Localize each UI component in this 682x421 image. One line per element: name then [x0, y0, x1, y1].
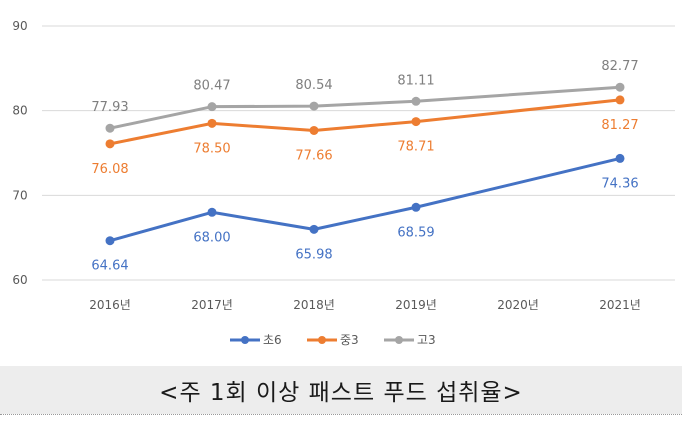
series-line: [109, 156, 621, 243]
bottom-rule: [0, 414, 682, 415]
data-label: 74.36: [601, 176, 638, 191]
data-label: 76.08: [91, 162, 128, 177]
data-label: 80.47: [193, 79, 230, 94]
data-point: [207, 118, 217, 128]
data-label: 82.77: [601, 59, 638, 74]
data-point: [105, 236, 115, 246]
y-tick-label: 80: [12, 104, 27, 118]
data-point: [207, 207, 217, 217]
x-axis-ticks: 2016년 2017년 2018년 2019년 2020년 2021년: [89, 298, 641, 312]
chart-area: 60 70 80 90 2016년 2017년 2018년 2019년 2020년 2021년 …: [12, 19, 675, 347]
data-point: [411, 96, 421, 106]
data-label: 78.50: [193, 141, 230, 156]
data-label: 78.71: [397, 140, 434, 155]
data-label: 64.64: [91, 259, 128, 274]
data-label: 65.98: [295, 247, 332, 262]
series-lines: [105, 82, 625, 246]
chart-caption: <주 1회 이상 패스트 푸드 섭취율>: [159, 380, 523, 406]
data-point: [309, 224, 319, 234]
data-labels: 64.64 68.00 65.98 68.59 74.36 76.08 78.50 77.66…: [91, 59, 638, 274]
data-label: 68.00: [193, 230, 230, 245]
y-axis-ticks: 60 70 80 90: [12, 19, 27, 287]
y-tick-label: 70: [12, 188, 27, 202]
data-point: [105, 139, 115, 149]
legend-marker: [395, 336, 403, 344]
data-point: [411, 117, 421, 127]
legend-label: 중3: [340, 333, 359, 347]
data-label: 81.11: [397, 73, 434, 88]
legend-label: 초6: [263, 333, 282, 347]
series-line: [109, 98, 621, 146]
data-label: 68.59: [397, 225, 434, 240]
data-point: [615, 95, 625, 105]
data-label: 77.66: [295, 148, 332, 163]
data-point: [309, 101, 319, 111]
legend-label: 고3: [417, 333, 436, 347]
data-label: 77.93: [91, 100, 128, 115]
x-tick-label: 2018년: [293, 298, 335, 312]
x-tick-label: 2019년: [395, 298, 437, 312]
data-point: [207, 102, 217, 112]
data-point: [411, 202, 421, 212]
data-point: [615, 153, 625, 163]
x-tick-label: 2016년: [89, 298, 131, 312]
data-point: [309, 125, 319, 135]
data-label: 81.27: [601, 118, 638, 133]
x-tick-label: 2020년: [497, 298, 539, 312]
data-label: 80.54: [295, 78, 332, 93]
legend-marker: [318, 336, 326, 344]
data-point: [105, 123, 115, 133]
y-tick-label: 90: [12, 19, 27, 33]
y-tick-label: 60: [12, 273, 27, 287]
x-tick-label: 2021년: [599, 298, 641, 312]
legend-marker: [241, 336, 249, 344]
gridlines: [42, 25, 675, 281]
x-tick-label: 2017년: [191, 298, 233, 312]
data-point: [615, 82, 625, 92]
legend: 초6 중3 고3: [230, 333, 436, 347]
caption-band: <주 1회 이상 패스트 푸드 섭취율>: [0, 366, 682, 414]
